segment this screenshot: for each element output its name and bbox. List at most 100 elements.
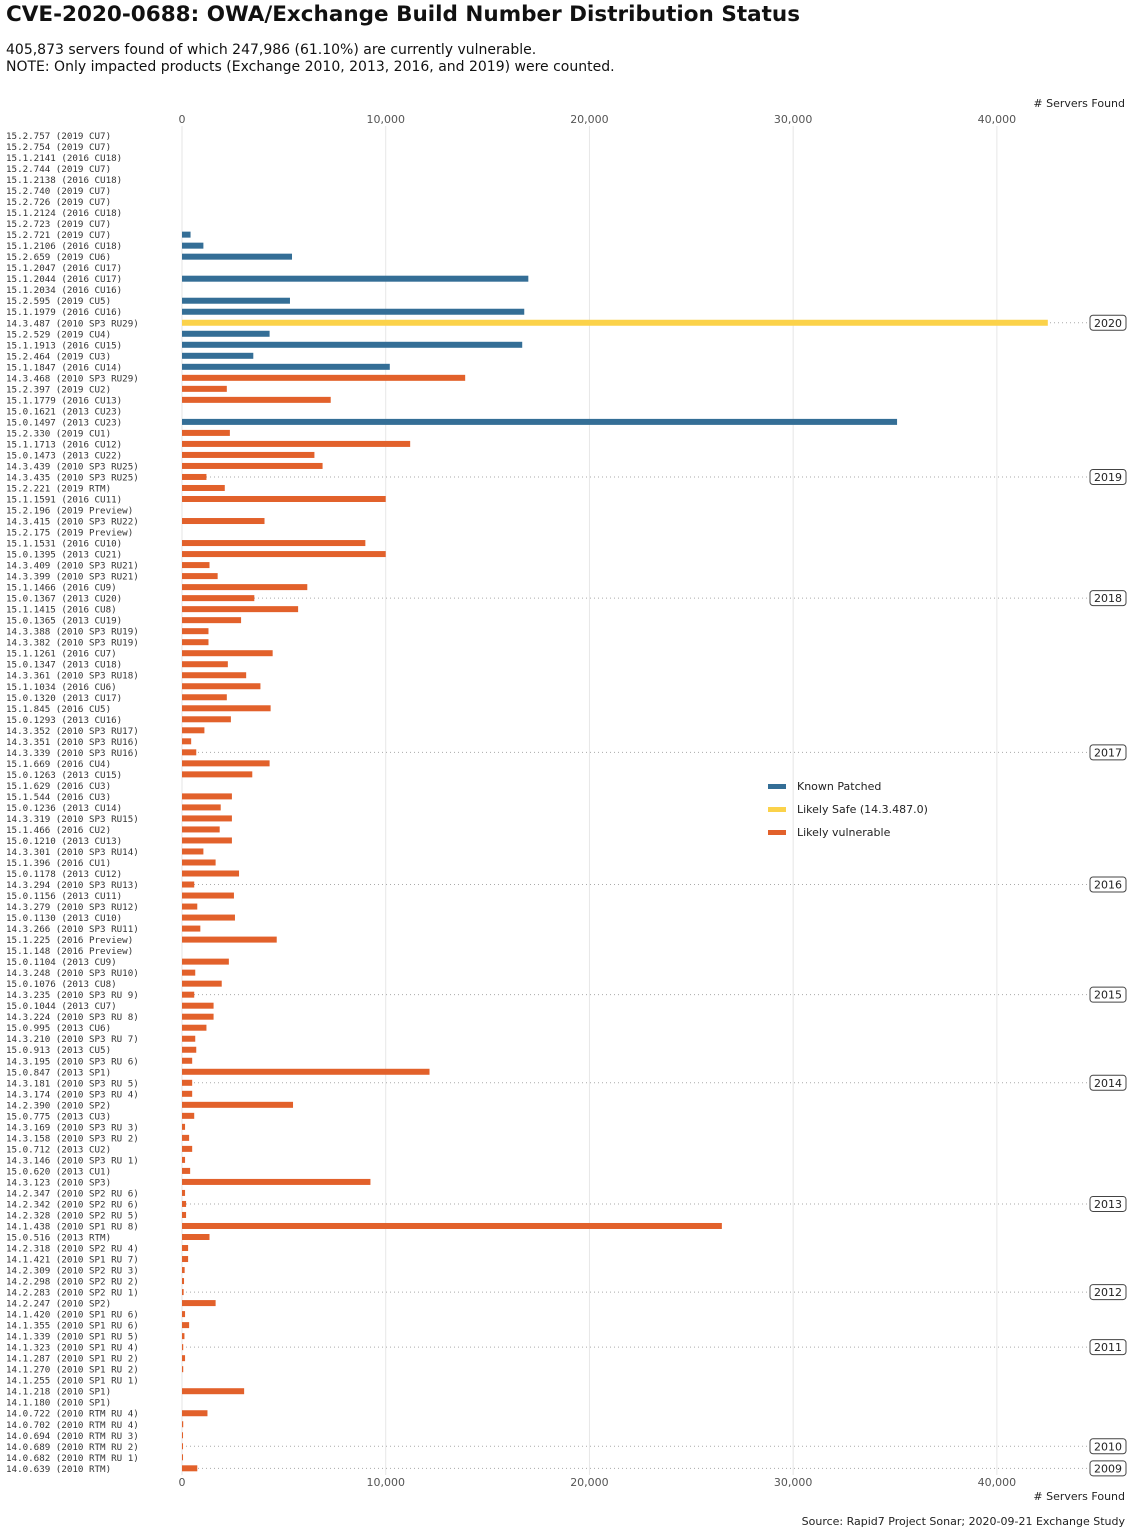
category-label: 15.2.221 (2019 RTM) <box>6 483 111 494</box>
bar <box>182 518 265 525</box>
category-label: 15.1.396 (2016 CU1) <box>6 858 111 869</box>
year-marker-box <box>1089 876 1127 893</box>
bar <box>182 1344 184 1351</box>
category-label: 15.0.620 (2013 CU1) <box>6 1166 111 1177</box>
bar <box>182 914 235 921</box>
legend-label-patched: Known Patched <box>797 780 882 793</box>
bar <box>182 892 234 899</box>
year-marker-label: 2010 <box>1094 1440 1122 1453</box>
category-label: 15.0.1365 (2013 CU19) <box>6 616 122 627</box>
bar <box>182 1134 190 1141</box>
category-label: 14.3.224 (2010 SP3 RU 8) <box>6 1012 139 1023</box>
category-label: 15.0.1076 (2013 CU8) <box>6 979 117 990</box>
bar <box>182 595 255 602</box>
year-marker-box <box>1089 744 1127 761</box>
category-label: 14.3.301 (2010 SP3 RU14) <box>6 847 139 858</box>
category-label: 15.1.148 (2016 Preview) <box>6 946 133 957</box>
category-label: 14.1.270 (2010 SP1 RU 2) <box>6 1365 139 1376</box>
bar <box>182 308 525 315</box>
year-marker-label: 2017 <box>1094 746 1122 759</box>
bar <box>182 540 366 547</box>
category-label: 15.0.1473 (2013 CU22) <box>6 450 122 461</box>
category-label: 15.2.723 (2019 CU7) <box>6 219 111 230</box>
bar <box>182 396 331 403</box>
bar <box>182 639 209 646</box>
year-marker-box <box>1089 1284 1127 1301</box>
category-label: 15.1.2138 (2016 CU18) <box>6 175 122 186</box>
bar <box>182 1410 208 1417</box>
x-tick-label-bottom: 20,000 <box>570 1476 609 1489</box>
x-tick-label-bottom: 10,000 <box>366 1476 405 1489</box>
bar <box>182 1245 189 1252</box>
bar <box>182 1200 187 1207</box>
bar <box>182 815 232 822</box>
x-tick-label-top: 10,000 <box>366 113 405 126</box>
year-marker-label: 2016 <box>1094 879 1122 892</box>
bar <box>182 837 232 844</box>
bar <box>182 991 195 998</box>
year-marker-label: 2009 <box>1094 1462 1122 1475</box>
category-label: 15.1.669 (2016 CU4) <box>6 759 111 770</box>
category-label: 15.1.629 (2016 CU3) <box>6 781 111 792</box>
category-label: 15.0.1236 (2013 CU14) <box>6 803 122 814</box>
bar <box>182 1366 184 1373</box>
bar <box>182 1388 245 1395</box>
category-label: 14.0.702 (2010 RTM RU 4) <box>6 1420 139 1431</box>
category-label: 14.3.279 (2010 SP3 RU12) <box>6 902 139 913</box>
legend-label-safe: Likely Safe (14.3.487.0) <box>797 803 928 816</box>
category-label: 15.0.1621 (2013 CU23) <box>6 406 122 417</box>
year-marker-box <box>1089 314 1127 331</box>
year-marker-box <box>1089 1074 1127 1091</box>
bar <box>182 1443 184 1450</box>
category-label: 14.2.328 (2010 SP2 RU 5) <box>6 1210 139 1221</box>
bar <box>182 1112 195 1119</box>
category-label: 15.2.740 (2019 CU7) <box>6 186 111 197</box>
category-label: 14.3.435 (2010 SP3 RU25) <box>6 472 139 483</box>
category-label: 14.1.420 (2010 SP1 RU 6) <box>6 1310 139 1321</box>
bar <box>182 1013 214 1020</box>
bar <box>182 749 197 756</box>
category-label: 15.1.2124 (2016 CU18) <box>6 208 122 219</box>
category-label: 14.1.339 (2010 SP1 RU 5) <box>6 1332 139 1343</box>
bar <box>182 1311 186 1318</box>
category-label: 14.0.694 (2010 RTM RU 3) <box>6 1431 139 1442</box>
bar <box>182 826 220 833</box>
year-marker-label: 2011 <box>1094 1341 1122 1354</box>
year-marker-box <box>1089 468 1127 485</box>
category-label: 14.3.294 (2010 SP3 RU13) <box>6 880 139 891</box>
category-label: 15.2.595 (2019 CU5) <box>6 296 111 307</box>
bar <box>182 1057 193 1064</box>
category-label: 15.1.1415 (2016 CU8) <box>6 605 117 616</box>
bar <box>182 1079 193 1086</box>
bar <box>182 1002 214 1009</box>
legend-swatch-safe <box>768 807 786 812</box>
legend: Known Patched Likely Safe (14.3.487.0) L… <box>768 775 928 844</box>
category-label: 14.3.169 (2010 SP3 RU 3) <box>6 1122 139 1133</box>
category-label: 15.2.721 (2019 CU7) <box>6 230 111 241</box>
category-label: 15.0.1497 (2013 CU23) <box>6 417 122 428</box>
category-label: 15.0.1210 (2013 CU13) <box>6 836 122 847</box>
category-label: 14.3.388 (2010 SP3 RU19) <box>6 627 139 638</box>
category-label: 15.0.1104 (2013 CU9) <box>6 957 117 968</box>
bar <box>182 1267 185 1274</box>
bar <box>182 495 386 502</box>
bar <box>182 385 227 392</box>
category-label: 14.2.283 (2010 SP2 RU 1) <box>6 1288 139 1299</box>
bar <box>182 1156 186 1163</box>
category-label: 14.3.352 (2010 SP3 RU17) <box>6 726 139 737</box>
legend-item-vulnerable: Likely vulnerable <box>768 821 928 844</box>
bar <box>182 330 270 337</box>
category-label: 14.3.158 (2010 SP3 RU 2) <box>6 1133 139 1144</box>
year-marker-label: 2014 <box>1094 1077 1122 1090</box>
chart-title: CVE-2020-0688: OWA/Exchange Build Number… <box>6 2 800 27</box>
category-label: 15.0.1263 (2013 CU15) <box>6 770 122 781</box>
bar <box>182 418 898 425</box>
category-label: 15.2.330 (2019 CU1) <box>6 428 111 439</box>
category-label: 15.1.1847 (2016 CU14) <box>6 362 122 373</box>
x-tick-label-top: 30,000 <box>774 113 813 126</box>
category-label: 14.3.319 (2010 SP3 RU15) <box>6 814 139 825</box>
category-label: 15.1.1591 (2016 CU11) <box>6 494 122 505</box>
bar <box>182 859 216 866</box>
category-label: 14.2.309 (2010 SP2 RU 3) <box>6 1266 139 1277</box>
